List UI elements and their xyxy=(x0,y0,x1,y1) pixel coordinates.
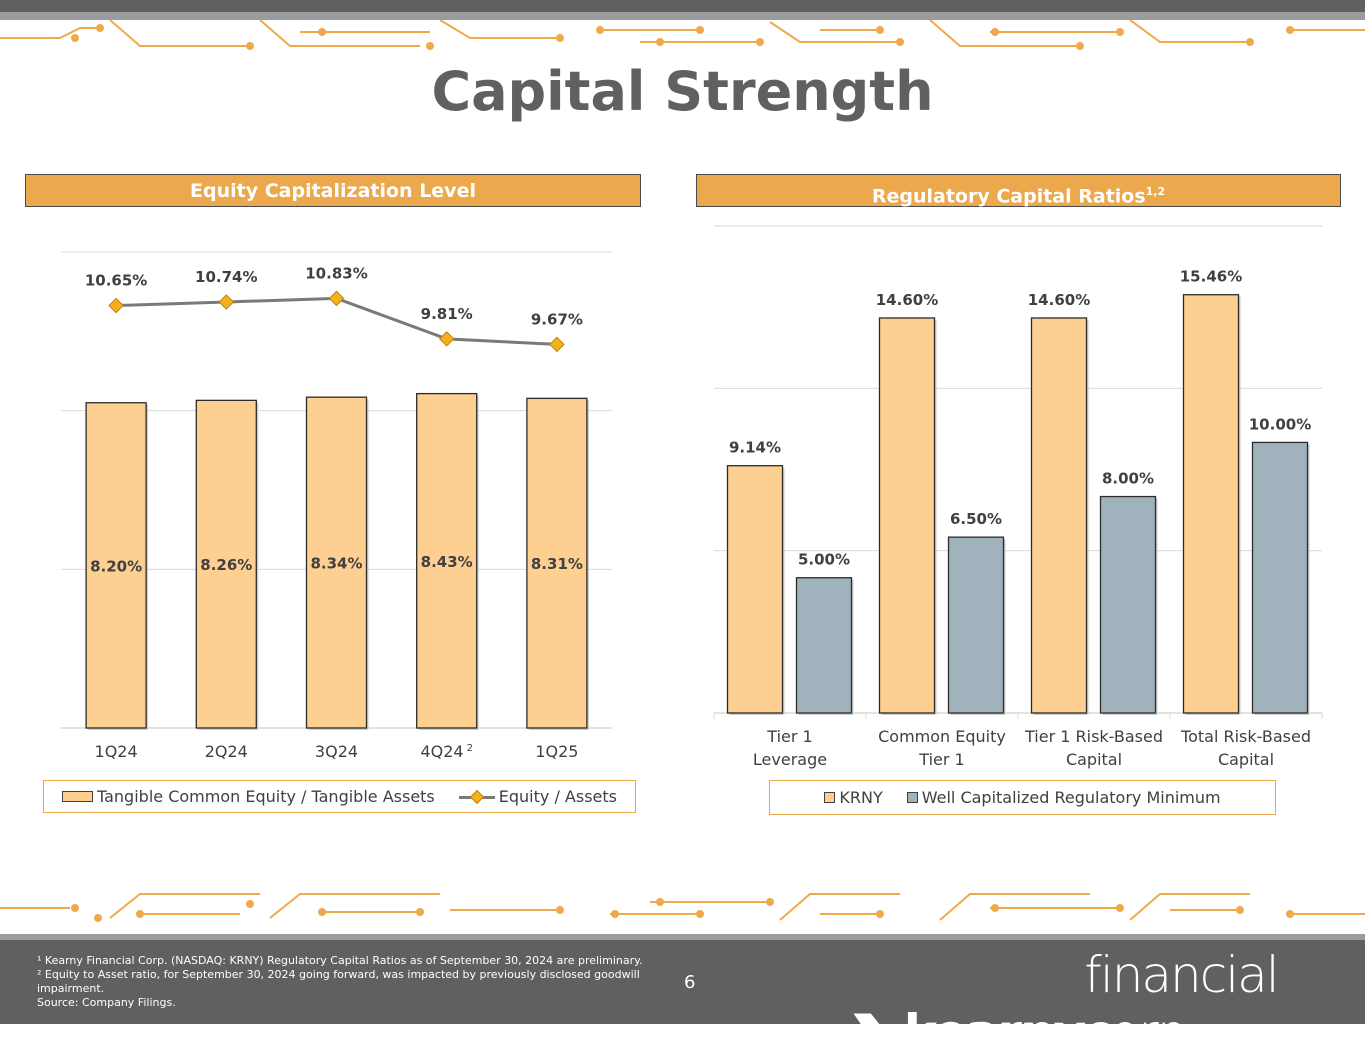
bar-tce-2Q24 xyxy=(195,399,257,729)
footer-bar xyxy=(0,934,1365,1024)
x-tick-label: Tier 1 Risk-Based xyxy=(1024,727,1163,746)
bar-label-tce: 8.43% xyxy=(421,553,473,571)
bar-label-minimum: 8.00% xyxy=(1102,470,1154,488)
footnote-source: Source: Company Filings. xyxy=(37,996,176,1009)
legend-swatch-krny xyxy=(824,792,836,803)
point-label-equity-assets: 9.67% xyxy=(531,310,583,328)
bar-label-minimum: 6.50% xyxy=(950,510,1002,528)
top-circuit-decoration xyxy=(0,20,1365,50)
regulatory-chart-legend: KRNY Well Capitalized Regulatory Minimum xyxy=(769,780,1276,815)
x-tick-label: Capital xyxy=(1218,750,1274,769)
bar-tce-1Q24 xyxy=(85,402,147,729)
regulatory-capital-superscript: 1,2 xyxy=(1145,185,1166,198)
footnotes: ¹ Kearny Financial Corp. (NASDAQ: KRNY) … xyxy=(37,954,647,1010)
regulatory-capital-header: Regulatory Capital Ratios1,2 xyxy=(696,174,1341,207)
bar-krny xyxy=(726,465,784,714)
page-title: Capital Strength xyxy=(431,60,934,123)
company-logo: kearny financial corp. xyxy=(850,946,1365,1062)
legend-item-tce: Tangible Common Equity / Tangible Assets xyxy=(61,787,435,806)
point-equity-assets xyxy=(328,290,345,307)
legend-swatch-tce xyxy=(61,791,93,802)
legend-label-tce: Tangible Common Equity / Tangible Assets xyxy=(96,787,435,806)
logo-brand-text: kearny xyxy=(903,1004,1086,1062)
equity-chart-legend: Tangible Common Equity / Tangible Assets… xyxy=(43,780,636,813)
x-tick-label: 1Q24 xyxy=(95,742,138,761)
bar-label-krny: 14.60% xyxy=(876,291,938,309)
page-number: 6 xyxy=(684,972,696,993)
bar-label-krny: 14.60% xyxy=(1028,291,1090,309)
legend-swatch-minimum xyxy=(906,792,918,803)
bar-tce-3Q24 xyxy=(305,396,368,729)
x-tick-label: Leverage xyxy=(753,750,827,769)
x-tick-label: Tier 1 xyxy=(918,750,964,769)
bar-label-tce: 8.34% xyxy=(310,555,362,573)
legend-label-equity-assets: Equity / Assets xyxy=(498,787,617,806)
bar-label-tce: 8.26% xyxy=(200,556,252,574)
point-equity-assets xyxy=(438,331,455,347)
legend-item-minimum: Well Capitalized Regulatory Minimum xyxy=(906,788,1221,807)
bar-label-krny: 9.14% xyxy=(729,439,781,457)
x-tick-label: 4Q24 2 xyxy=(420,742,473,761)
x-tick-label: 1Q25 xyxy=(535,742,578,761)
logo-arrow-icon xyxy=(850,1013,904,1059)
bar-minimum xyxy=(795,577,853,714)
x-tick-label: Capital xyxy=(1066,750,1122,769)
legend-label-krny: KRNY xyxy=(839,788,883,807)
x-tick-label: 3Q24 xyxy=(315,742,358,761)
bar-minimum xyxy=(947,536,1005,714)
bar-label-tce: 8.31% xyxy=(531,555,583,573)
bar-krny xyxy=(1182,294,1240,714)
bar-tce-4Q24 xyxy=(416,392,478,729)
legend-swatch-equity-assets xyxy=(458,789,495,804)
bar-krny xyxy=(1030,317,1088,714)
bar-krny xyxy=(878,317,936,714)
bar-label-tce: 8.20% xyxy=(90,557,142,575)
point-label-equity-assets: 9.81% xyxy=(421,305,473,323)
legend-item-equity-assets: Equity / Assets xyxy=(458,787,617,806)
footnote-1: ¹ Kearny Financial Corp. (NASDAQ: KRNY) … xyxy=(37,954,643,967)
x-tick-label: Total Risk-Based xyxy=(1180,727,1311,746)
top-banner-stripe xyxy=(0,12,1365,20)
x-tick-label: Tier 1 xyxy=(766,727,812,746)
equity-capitalization-chart: 8.20% 1Q24 8.26% 2Q24 8.34% 3Q24 8.43% 4Q24 2 8.3… xyxy=(61,251,612,761)
logo-rest-text: financial corp. xyxy=(1084,946,1279,1062)
bar-minimum xyxy=(1251,441,1309,714)
point-label-equity-assets: 10.65% xyxy=(85,272,147,290)
legend-item-krny: KRNY xyxy=(824,788,883,807)
regulatory-capital-title: Regulatory Capital Ratios xyxy=(871,185,1146,208)
equity-capitalization-header: Equity Capitalization Level xyxy=(25,174,641,207)
regulatory-capital-chart: 9.14% 5.00% Tier 1 Leverage 14.60% 6.50% Commo… xyxy=(713,225,1323,769)
point-equity-assets xyxy=(549,336,565,353)
bar-minimum xyxy=(1099,495,1157,714)
bar-label-minimum: 5.00% xyxy=(798,551,850,569)
bar-label-minimum: 10.00% xyxy=(1249,415,1311,433)
footer-stripe xyxy=(0,934,1365,940)
bottom-circuit-decoration xyxy=(0,893,1365,922)
x-tick-label: Common Equity xyxy=(878,727,1006,746)
point-equity-assets xyxy=(108,297,124,314)
bar-label-krny: 15.46% xyxy=(1180,268,1242,286)
x-tick-label: 2Q24 xyxy=(205,742,248,761)
top-banner xyxy=(0,0,1365,20)
point-label-equity-assets: 10.74% xyxy=(195,268,257,286)
equity-capitalization-title: Equity Capitalization Level xyxy=(190,180,476,202)
point-equity-assets xyxy=(218,294,235,310)
legend-label-minimum: Well Capitalized Regulatory Minimum xyxy=(921,788,1221,807)
footnote-2: ² Equity to Asset ratio, for September 3… xyxy=(37,968,640,995)
bar-tce-1Q25 xyxy=(526,397,588,729)
point-label-equity-assets: 10.83% xyxy=(305,264,367,282)
